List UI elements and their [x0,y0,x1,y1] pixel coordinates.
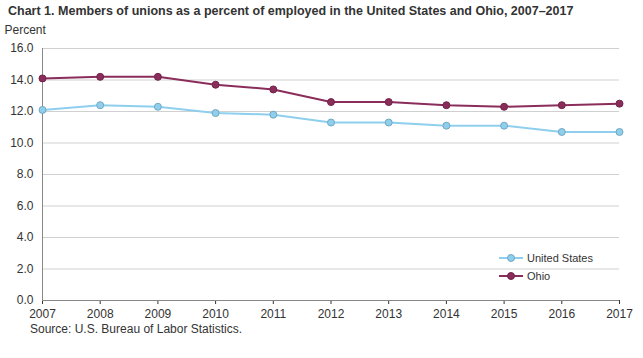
svg-text:2008: 2008 [87,307,114,321]
html-text:Chart 1. Members of unions as: Chart 1. Members of unions as a percent … [8,4,574,18]
svg-text:2007: 2007 [29,307,56,321]
svg-text:8.0: 8.0 [17,167,34,181]
svg-text:2011: 2011 [260,307,286,321]
svg-text:2017: 2017 [606,307,633,321]
html-text:United States: United States [527,252,593,264]
svg-text:14.0: 14.0 [10,73,34,87]
html-text:Ohio: Ohio [527,270,551,282]
svg-text:2.0: 2.0 [17,262,34,276]
svg-text:Percent: Percent [5,23,47,37]
svg-text:2012: 2012 [318,307,345,321]
svg-text:2016: 2016 [548,307,575,321]
svg-text:2009: 2009 [145,307,172,321]
svg-text:2013: 2013 [375,307,402,321]
html-text:Source: U.S. Bureau of Labor S: Source: U.S. Bureau of Labor Statistics. [30,322,243,336]
svg-text:0.0: 0.0 [17,293,34,307]
svg-text:2015: 2015 [491,307,518,321]
svg-text:16.0: 16.0 [10,41,34,55]
svg-text:12.0: 12.0 [10,104,34,118]
svg-text:4.0: 4.0 [17,230,34,244]
svg-text:10.0: 10.0 [10,136,34,150]
svg-text:6.0: 6.0 [17,199,34,213]
svg-text:2010: 2010 [202,307,229,321]
svg-text:2014: 2014 [433,307,460,321]
